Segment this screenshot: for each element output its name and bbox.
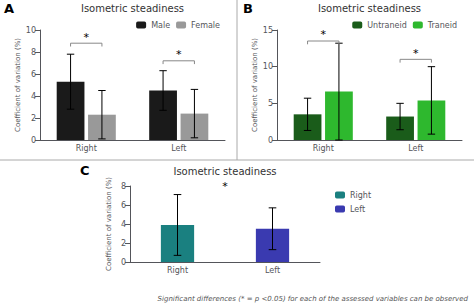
svg-text:*: * [222,180,228,193]
svg-text:*: * [413,47,419,60]
svg-text:Left: Left [265,266,280,275]
svg-text:0: 0 [31,136,36,145]
svg-text:Right: Right [313,144,334,153]
svg-text:Right: Right [167,266,188,275]
svg-text:5: 5 [268,99,273,108]
svg-text:Female: Female [191,21,220,30]
svg-text:Untraneid: Untraneid [367,21,407,30]
svg-text:Left: Left [408,144,423,153]
svg-text:6: 6 [31,70,36,79]
svg-text:8: 8 [31,48,36,57]
svg-text:*: * [321,28,327,41]
svg-text:6: 6 [121,201,126,210]
svg-text:Coefficient of variation (%): Coefficient of variation (%) [105,177,113,271]
svg-text:Right: Right [76,144,97,153]
svg-text:Isometric steadiness: Isometric steadiness [81,3,184,14]
svg-text:Traneid: Traneid [427,21,457,30]
svg-text:Isometric steadiness: Isometric steadiness [318,3,421,14]
svg-text:Significant differences (* = p: Significant differences (* = p <0.05) fo… [158,295,469,303]
svg-text:10: 10 [26,26,36,35]
svg-text:Left: Left [171,144,186,153]
svg-text:Male: Male [151,21,170,30]
svg-text:C: C [80,163,90,178]
svg-text:0: 0 [268,136,273,145]
svg-text:*: * [176,48,182,61]
svg-text:0: 0 [121,258,126,267]
svg-text:2: 2 [31,114,36,123]
svg-text:Left: Left [350,205,365,214]
svg-text:*: * [84,31,90,44]
svg-text:B: B [243,1,253,16]
svg-text:15: 15 [263,26,273,35]
svg-text:A: A [4,1,14,16]
svg-text:4: 4 [31,92,36,101]
svg-text:Coefficient of variation (%): Coefficient of variation (%) [251,38,259,132]
svg-text:Coefficient of variation (%): Coefficient of variation (%) [14,38,22,132]
svg-text:4: 4 [121,220,126,229]
svg-text:8: 8 [121,182,126,191]
svg-text:Right: Right [350,191,371,200]
svg-text:Isometric steadiness: Isometric steadiness [173,166,276,177]
svg-text:2: 2 [121,239,126,248]
svg-text:10: 10 [263,62,273,71]
